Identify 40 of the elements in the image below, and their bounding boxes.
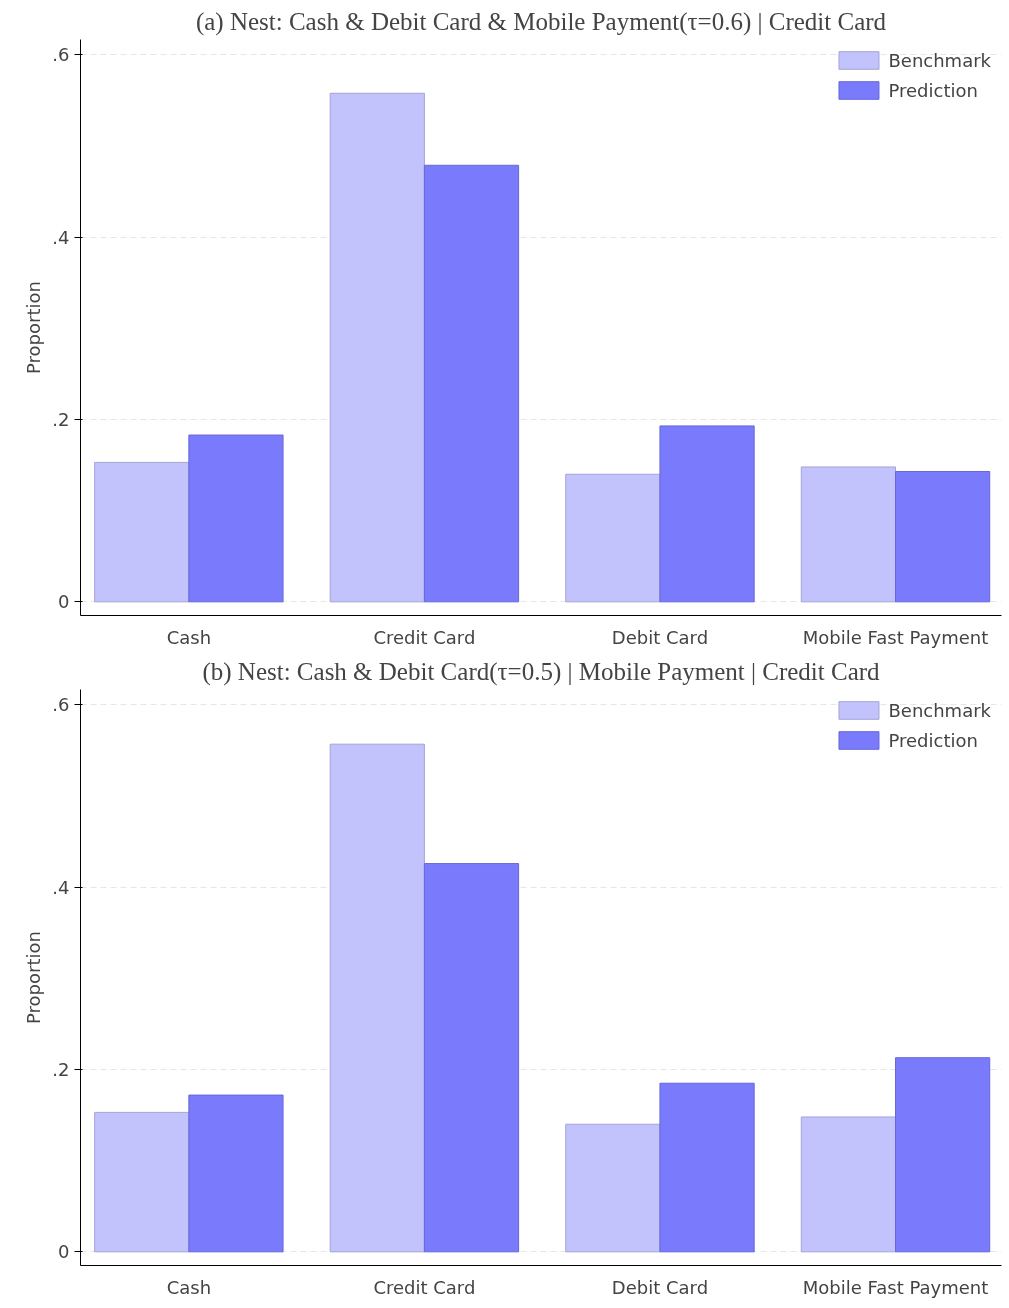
chart-title: (a) Nest: Cash & Debit Card & Mobile Payment(τ=0.6) | Credit Card — [195, 7, 887, 36]
bar — [659, 1082, 755, 1253]
bar — [659, 425, 755, 603]
y-tick-label: 0 — [58, 591, 70, 613]
bar — [329, 743, 425, 1253]
legend-label: Benchmark — [888, 49, 991, 71]
bar — [188, 1094, 284, 1253]
y-tick-label: .6 — [52, 44, 70, 66]
y-tick-label: 0 — [58, 1241, 70, 1263]
x-tick-label: Debit Card — [611, 1276, 709, 1298]
legend-label: Benchmark — [888, 699, 991, 721]
bar — [895, 1057, 991, 1253]
y-axis-title: Proportion — [23, 281, 45, 374]
bar — [329, 92, 425, 603]
x-tick-label: Credit Card — [373, 626, 476, 648]
x-tick-label: Cash — [166, 1276, 212, 1298]
bar — [94, 1111, 190, 1253]
x-tick-label: Mobile Fast Payment — [802, 1276, 989, 1298]
bar — [423, 164, 520, 603]
bar — [423, 863, 520, 1253]
bar — [565, 1123, 661, 1253]
x-tick-label: Mobile Fast Payment — [802, 626, 989, 648]
y-tick-label: .4 — [52, 226, 70, 248]
bar — [94, 461, 190, 603]
bar — [565, 473, 661, 603]
y-axis-title: Proportion — [23, 931, 45, 1024]
y-tick-label: .2 — [52, 1059, 70, 1081]
chart-title: (b) Nest: Cash & Debit Card(τ=0.5) | Mobile Payment | Credit Card — [202, 657, 881, 686]
x-tick-label: Debit Card — [611, 626, 709, 648]
x-tick-label: Cash — [166, 626, 212, 648]
y-tick-label: .4 — [52, 876, 70, 898]
bar — [800, 466, 896, 603]
x-tick-label: Credit Card — [373, 1276, 476, 1298]
legend-label: Prediction — [888, 79, 978, 101]
bar — [895, 471, 991, 603]
legend-label: Prediction — [888, 729, 978, 751]
y-tick-label: .2 — [52, 409, 70, 431]
bar — [800, 1116, 896, 1253]
bar — [188, 434, 284, 603]
y-tick-label: .6 — [52, 694, 70, 716]
